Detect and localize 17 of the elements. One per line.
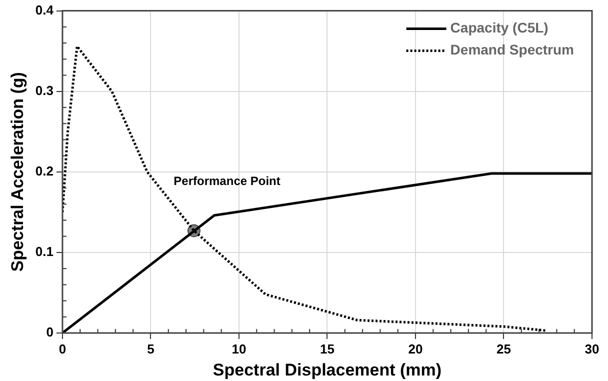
annotation: Performance Point: [174, 174, 280, 188]
y-tick-label: 0.3: [35, 82, 54, 98]
y-tick-label: 0.2: [35, 163, 54, 178]
y-tick-label: 0: [46, 324, 54, 340]
x-tick-label: 15: [320, 341, 334, 356]
legend-label: Capacity (C5L): [450, 20, 548, 36]
y-tick-label: 0.4: [35, 2, 54, 18]
x-tick-label: 30: [584, 341, 600, 356]
x-tick-label: 20: [408, 341, 423, 356]
y-tick-label: 0.1: [35, 244, 54, 260]
x-tick-label: 25: [496, 341, 511, 356]
x-tick-label: 5: [147, 341, 154, 356]
y-axis-title: Spectral Acceleration (g): [8, 72, 27, 272]
x-axis-title: Spectral Displacement (mm): [212, 360, 442, 380]
x-tick-label: 0: [58, 341, 66, 356]
x-tick-label: 10: [232, 341, 246, 356]
legend-label: Demand Spectrum: [450, 42, 574, 58]
